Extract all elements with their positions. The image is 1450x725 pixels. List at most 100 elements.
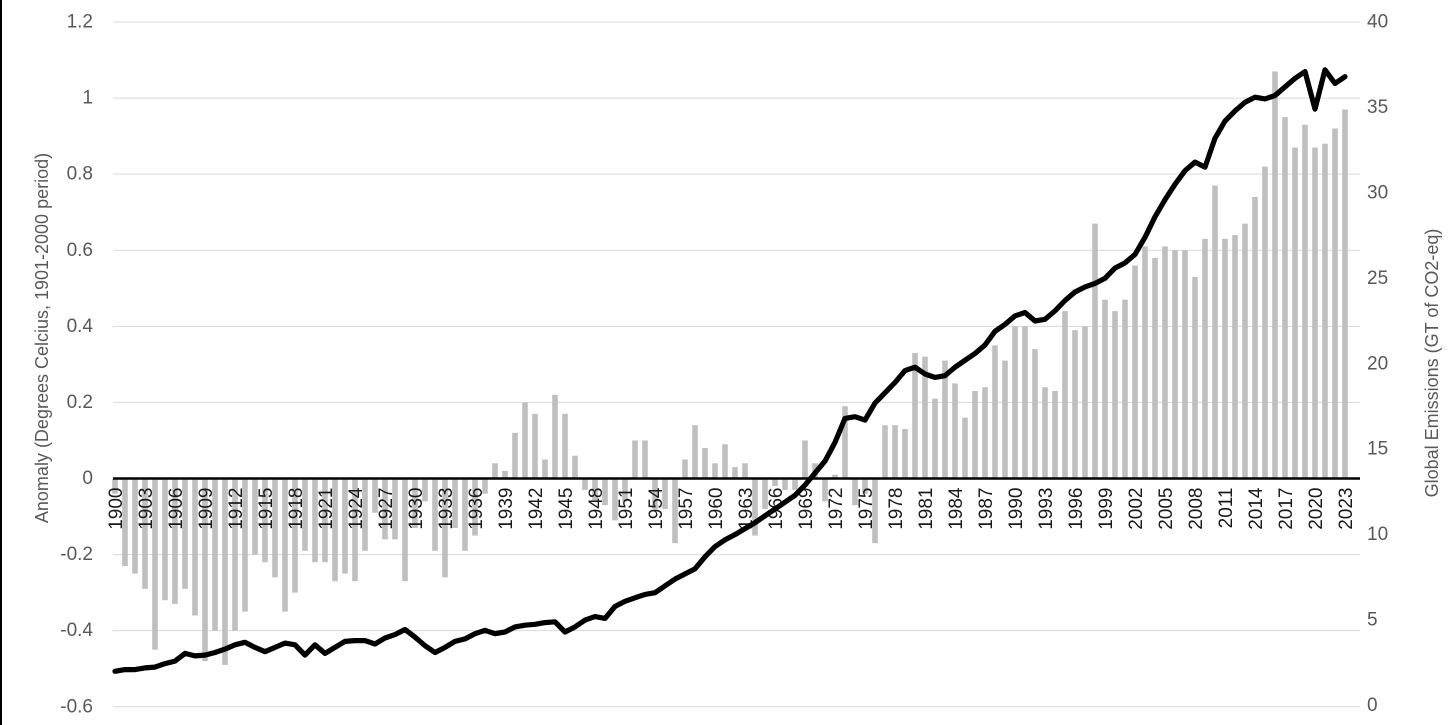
- anomaly-bar: [942, 360, 948, 479]
- anomaly-bar: [202, 478, 208, 662]
- anomaly-bar: [262, 478, 268, 563]
- right-axis-tick-label: 10: [1367, 524, 1388, 545]
- x-axis-year-label: 2005: [1156, 488, 1177, 530]
- anomaly-bar: [1142, 246, 1148, 479]
- anomaly-bar: [722, 444, 728, 479]
- x-axis-year-label: 1945: [556, 488, 577, 530]
- anomaly-bar: [1292, 147, 1298, 479]
- anomaly-bar: [432, 478, 438, 551]
- x-axis-year-label: 1990: [1006, 488, 1027, 530]
- gridlines: [113, 21, 1360, 708]
- x-axis-year-label: 1960: [706, 488, 727, 530]
- anomaly-bar: [1032, 349, 1038, 479]
- x-axis-year-label: 1969: [796, 488, 817, 530]
- x-axis-year-labels: 1900 1903 1906 1909 1912 1915 1918 1921 1924 1927…: [106, 487, 1357, 530]
- x-axis-year-label: 1987: [976, 488, 997, 530]
- anomaly-bar: [802, 440, 808, 479]
- right-axis-tick-label: 25: [1367, 268, 1388, 289]
- anomaly-bar: [732, 467, 738, 479]
- x-axis-year-label: 1978: [886, 488, 907, 530]
- anomaly-bar: [1092, 223, 1098, 479]
- anomaly-bar: [592, 478, 598, 502]
- left-axis-tick-label: 0: [82, 468, 93, 489]
- x-axis-year-label: 1912: [226, 488, 247, 530]
- anomaly-bar: [1192, 276, 1198, 479]
- anomaly-bar: [272, 478, 278, 578]
- x-axis-year-label: 1930: [406, 488, 427, 530]
- left-axis-tick-label: -0.6: [60, 696, 93, 717]
- anomaly-bar: [1332, 128, 1338, 479]
- x-axis-year-label: 1918: [286, 488, 307, 530]
- x-axis-year-label: 2017: [1276, 488, 1297, 530]
- anomaly-bar: [242, 478, 248, 612]
- x-axis-year-label: 1909: [196, 488, 217, 530]
- anomaly-bar: [602, 478, 608, 506]
- anomaly-bar: [402, 478, 408, 582]
- anomaly-bar: [1302, 124, 1308, 479]
- anomaly-bar: [1002, 360, 1008, 479]
- left-axis-tick-label: 1: [82, 88, 93, 109]
- emissions-line: [112, 67, 1348, 674]
- anomaly-bar: [1062, 311, 1068, 479]
- left-axis-title: Anomaly (Degrees Celcius, 1901-2000 peri…: [32, 153, 52, 523]
- temperature-anomaly-bars: [112, 71, 1348, 665]
- left-axis-tick-label: -0.2: [60, 544, 93, 565]
- anomaly-bar: [882, 425, 888, 479]
- anomaly-bar: [672, 478, 678, 544]
- anomaly-bar: [682, 459, 688, 479]
- anomaly-bar: [922, 356, 928, 479]
- anomaly-bar: [312, 478, 318, 563]
- x-axis-year-label: 1936: [466, 488, 487, 530]
- anomaly-bar: [1082, 326, 1088, 479]
- anomaly-bar: [162, 478, 168, 601]
- right-axis-tick-label: 15: [1367, 439, 1388, 460]
- anomaly-bar: [662, 478, 668, 509]
- right-axis-tick-label: 0: [1367, 695, 1378, 716]
- anomaly-bar: [192, 478, 198, 616]
- anomaly-bar: [362, 478, 368, 551]
- anomaly-bar: [1072, 330, 1078, 479]
- anomaly-bar: [832, 474, 838, 479]
- anomaly-bar: [382, 478, 388, 540]
- anomaly-bar: [522, 402, 528, 479]
- anomaly-bar: [142, 478, 148, 589]
- anomaly-bar: [302, 478, 308, 551]
- anomaly-bar: [992, 345, 998, 479]
- anomaly-bar: [1182, 250, 1188, 479]
- x-axis-year-label: 1927: [376, 488, 397, 530]
- right-axis-title: Global Emissions (GT of CO2-eq): [1422, 229, 1442, 498]
- anomaly-bar: [632, 440, 638, 479]
- anomaly-bar: [322, 478, 328, 563]
- anomaly-bar: [1262, 166, 1268, 479]
- left-axis-tick-label: -0.4: [60, 620, 93, 641]
- anomaly-bar: [452, 478, 458, 528]
- anomaly-bar: [132, 478, 138, 574]
- left-axis-tick-label: 1.2: [67, 12, 93, 33]
- anomaly-bar: [122, 478, 128, 566]
- x-axis-year-label: 1942: [526, 488, 547, 530]
- x-axis-year-label: 2011: [1216, 488, 1237, 529]
- anomaly-bar: [612, 478, 618, 521]
- right-axis-tick-labels: 40 35 30 25 20 15 10 5 0: [1367, 12, 1388, 717]
- anomaly-bar: [772, 478, 778, 487]
- anomaly-bar: [542, 459, 548, 479]
- anomaly-bar: [442, 478, 448, 578]
- anomaly-bar: [702, 448, 708, 479]
- anomaly-bar: [552, 394, 558, 479]
- right-axis-tick-label: 30: [1367, 182, 1388, 203]
- x-axis-year-label: 1915: [256, 488, 277, 530]
- anomaly-bar: [292, 478, 298, 593]
- anomaly-bar: [172, 478, 178, 605]
- x-axis-year-label: 1951: [616, 488, 637, 530]
- anomaly-bar: [1052, 391, 1058, 479]
- x-axis-year-label: 1924: [346, 487, 367, 530]
- anomaly-bar: [372, 478, 378, 513]
- x-axis-year-label: 1903: [136, 488, 157, 530]
- x-axis-year-label: 1954: [646, 487, 667, 530]
- anomaly-bar: [582, 478, 588, 490]
- anomaly-bar: [912, 352, 918, 479]
- right-axis-tick-label: 35: [1367, 97, 1388, 118]
- anomaly-bar: [332, 478, 338, 582]
- left-axis-tick-label: 0.2: [67, 392, 93, 413]
- window-left-border: [0, 0, 2, 725]
